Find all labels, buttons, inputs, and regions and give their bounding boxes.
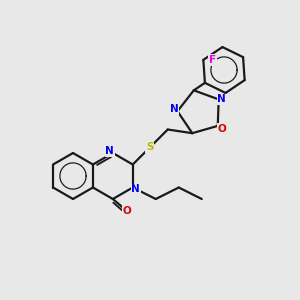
Text: N: N: [217, 94, 226, 104]
Text: O: O: [218, 124, 226, 134]
Text: N: N: [170, 104, 179, 114]
Text: F: F: [209, 55, 216, 65]
Text: N: N: [106, 146, 114, 156]
Text: N: N: [131, 184, 140, 194]
Text: S: S: [146, 142, 154, 152]
Text: O: O: [122, 206, 131, 216]
